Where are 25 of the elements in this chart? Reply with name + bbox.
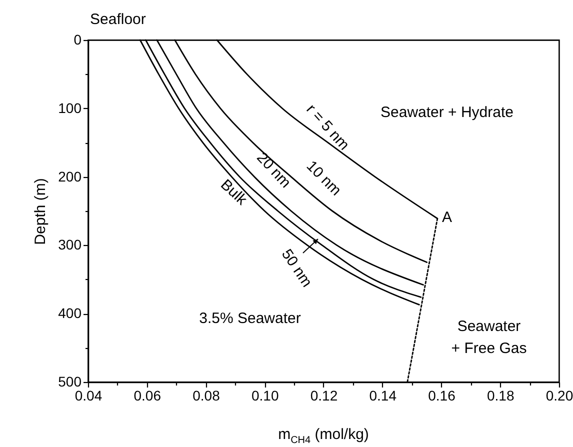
x-tick-label: 0.16 [428, 388, 456, 404]
y-tick-label: 400 [58, 305, 82, 322]
text: r = 5 nm [302, 101, 352, 154]
annotation: Seawater + Hydrate [380, 104, 514, 121]
y-tick-label: 500 [58, 374, 82, 390]
text: Seafloor [90, 11, 146, 28]
y-tick-label: 100 [58, 100, 82, 116]
x-tick-label: 0.18 [487, 388, 514, 404]
y-axis-title: Depth (m) [32, 178, 50, 245]
x-tick-label: 0.08 [192, 388, 220, 404]
x-tick-label: 0.12 [310, 388, 338, 404]
x-tick-label: 0.14 [369, 388, 397, 404]
y-tick-label: 0 [74, 32, 82, 48]
x-tick-label: 0.10 [252, 388, 279, 404]
text: 10 nm [302, 158, 344, 200]
annotation: A [442, 209, 452, 226]
x-axis-title: m$_{CH4}$ (mol/kg) [277, 426, 370, 446]
annotation: Seawater + Free Gas [451, 318, 527, 357]
x-tick-label: 0.04 [74, 388, 102, 404]
y-tick-label: 300 [58, 236, 82, 253]
legend-label: 50 nm [278, 246, 316, 290]
x-tick-label: 0.06 [134, 388, 162, 404]
annotation: 3.5% Seawater [199, 310, 301, 327]
y-tick-label: 200 [58, 168, 82, 184]
x-tick-label: 0.20 [546, 388, 573, 404]
